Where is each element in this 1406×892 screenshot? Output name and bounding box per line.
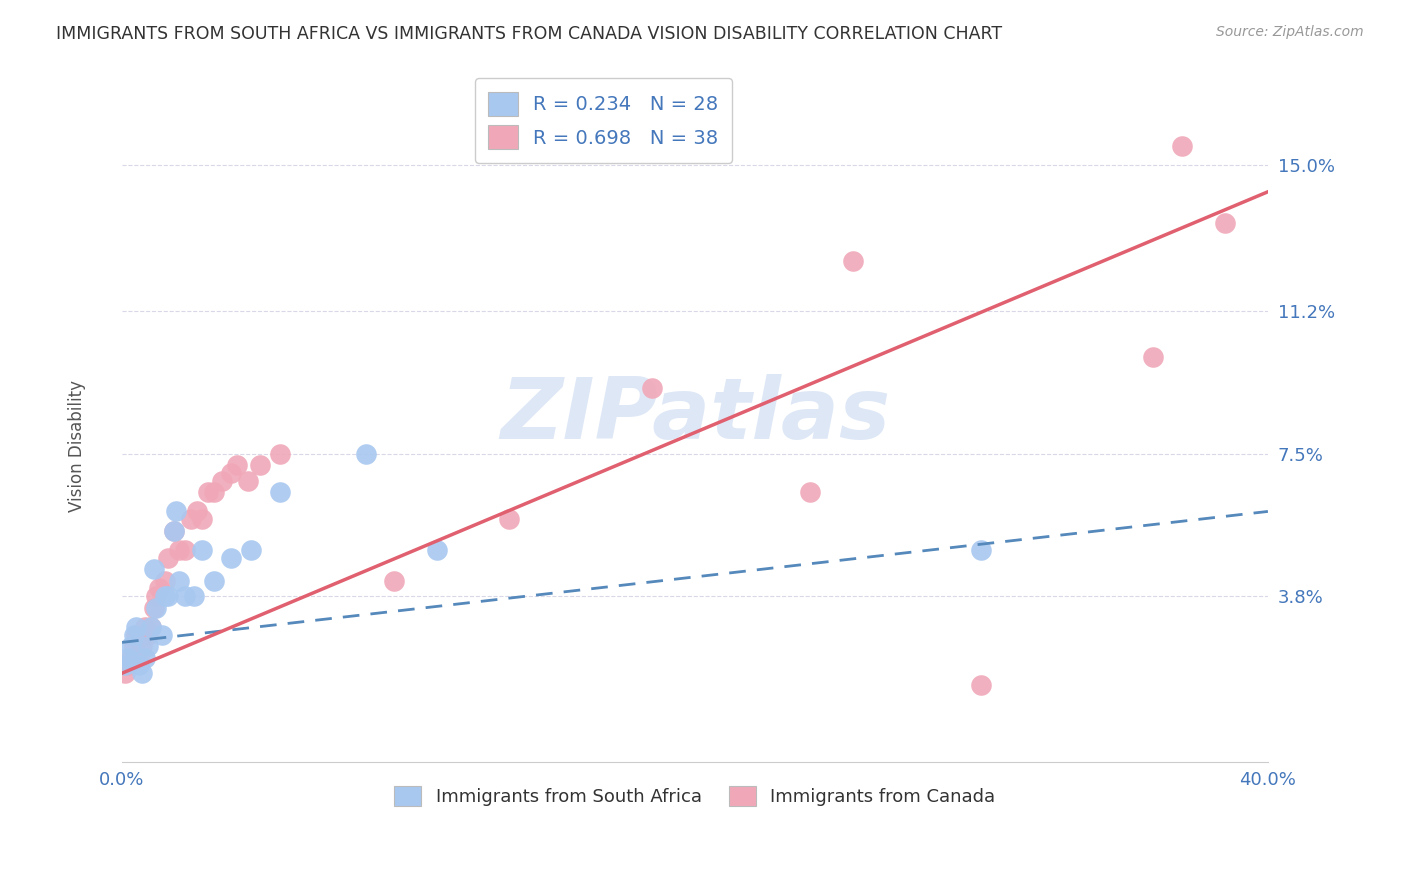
Point — [136, 639, 159, 653]
Point — [191, 512, 214, 526]
Legend: Immigrants from South Africa, Immigrants from Canada: Immigrants from South Africa, Immigrants… — [385, 777, 1005, 815]
Point — [114, 666, 136, 681]
Point — [498, 512, 520, 526]
Point — [134, 650, 156, 665]
Point — [180, 512, 202, 526]
Point — [162, 524, 184, 538]
Point — [128, 658, 150, 673]
Point — [1142, 351, 1164, 365]
Point — [134, 620, 156, 634]
Point — [225, 458, 247, 473]
Point — [131, 639, 153, 653]
Point — [125, 628, 148, 642]
Point — [191, 543, 214, 558]
Point — [219, 466, 242, 480]
Point — [156, 589, 179, 603]
Point — [354, 447, 377, 461]
Point — [970, 543, 993, 558]
Point — [382, 574, 405, 588]
Point — [186, 504, 208, 518]
Point — [174, 589, 197, 603]
Point — [970, 678, 993, 692]
Point — [142, 562, 165, 576]
Text: Vision Disability: Vision Disability — [69, 380, 86, 512]
Point — [174, 543, 197, 558]
Point — [183, 589, 205, 603]
Point — [142, 600, 165, 615]
Point — [239, 543, 262, 558]
Point — [269, 447, 291, 461]
Point — [148, 582, 170, 596]
Point — [166, 504, 188, 518]
Point — [139, 620, 162, 634]
Point — [145, 600, 167, 615]
Point — [120, 639, 142, 653]
Point — [219, 550, 242, 565]
Point — [169, 574, 191, 588]
Point — [153, 574, 176, 588]
Text: IMMIGRANTS FROM SOUTH AFRICA VS IMMIGRANTS FROM CANADA VISION DISABILITY CORRELA: IMMIGRANTS FROM SOUTH AFRICA VS IMMIGRAN… — [56, 25, 1002, 43]
Point — [153, 589, 176, 603]
Point — [269, 485, 291, 500]
Point — [128, 650, 150, 665]
Point — [117, 658, 139, 673]
Point — [211, 474, 233, 488]
Text: ZIPatlas: ZIPatlas — [501, 374, 890, 457]
Point — [150, 628, 173, 642]
Point — [145, 589, 167, 603]
Text: Source: ZipAtlas.com: Source: ZipAtlas.com — [1216, 25, 1364, 39]
Point — [236, 474, 259, 488]
Point — [426, 543, 449, 558]
Point — [156, 550, 179, 565]
Point — [202, 485, 225, 500]
Point — [125, 620, 148, 634]
Point — [120, 650, 142, 665]
Point — [117, 650, 139, 665]
Point — [841, 254, 863, 268]
Point — [139, 620, 162, 634]
Point — [197, 485, 219, 500]
Point — [162, 524, 184, 538]
Point — [136, 628, 159, 642]
Point — [1171, 138, 1194, 153]
Point — [122, 628, 145, 642]
Point — [131, 666, 153, 681]
Point — [641, 381, 664, 395]
Point — [122, 639, 145, 653]
Point — [799, 485, 821, 500]
Point — [1213, 216, 1236, 230]
Point — [249, 458, 271, 473]
Point — [202, 574, 225, 588]
Point — [114, 658, 136, 673]
Point — [169, 543, 191, 558]
